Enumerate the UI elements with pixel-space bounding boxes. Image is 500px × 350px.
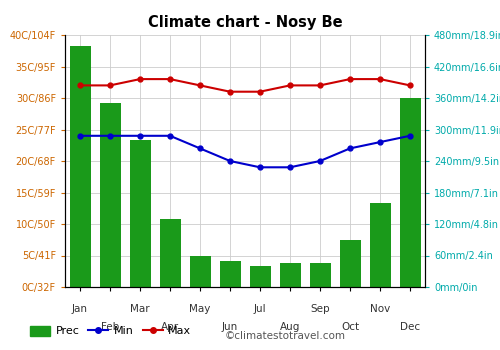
Text: Dec: Dec	[400, 322, 420, 332]
Bar	[250, 266, 270, 287]
Bar	[160, 219, 180, 287]
Bar	[70, 46, 90, 287]
Bar	[100, 103, 120, 287]
Bar	[400, 98, 420, 287]
Text: ©climatestotravel.com: ©climatestotravel.com	[225, 331, 346, 341]
Text: May: May	[190, 304, 210, 315]
Bar	[340, 240, 360, 287]
Text: Nov: Nov	[370, 304, 390, 315]
Text: Jun: Jun	[222, 322, 238, 332]
Legend: Prec, Min, Max: Prec, Min, Max	[26, 321, 196, 341]
Text: Aug: Aug	[280, 322, 300, 332]
Text: Mar: Mar	[130, 304, 150, 315]
Bar	[130, 140, 150, 287]
Title: Climate chart - Nosy Be: Climate chart - Nosy Be	[148, 15, 342, 30]
Text: Jul: Jul	[254, 304, 266, 315]
Bar	[280, 263, 300, 287]
Text: Feb: Feb	[101, 322, 119, 332]
Text: Sep: Sep	[310, 304, 330, 315]
Bar	[190, 256, 210, 287]
Bar	[220, 261, 240, 287]
Bar	[370, 203, 390, 287]
Text: Oct: Oct	[341, 322, 359, 332]
Bar	[310, 263, 330, 287]
Text: Jan: Jan	[72, 304, 88, 315]
Text: Apr: Apr	[161, 322, 179, 332]
